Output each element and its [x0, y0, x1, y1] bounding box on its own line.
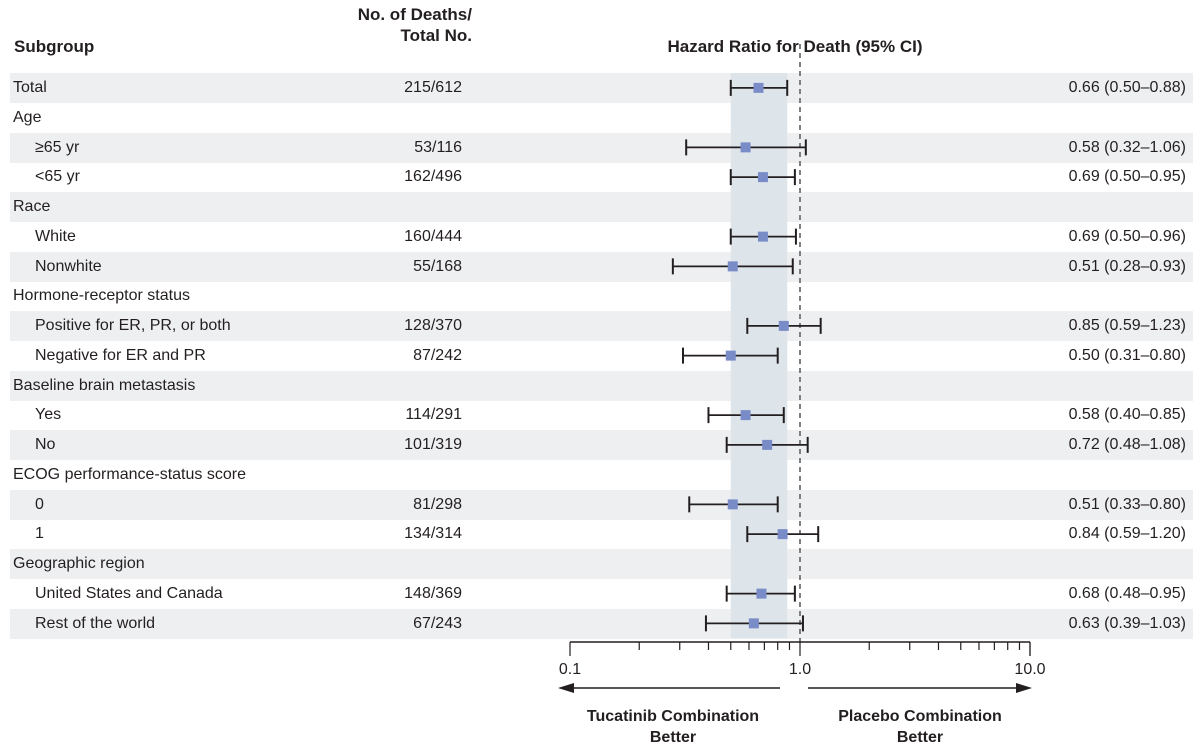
subgroup-label: Total — [13, 79, 47, 96]
subgroup-label: United States and Canada — [35, 584, 223, 602]
deaths-count: 67/243 — [413, 614, 462, 632]
table-row: Nonwhite 55/168 0.51 (0.28–0.93) — [10, 251, 1193, 282]
x-tick-label: 1.0 — [789, 661, 811, 678]
hazard-ratio-marker — [727, 261, 738, 272]
hazard-ratio-marker — [725, 350, 736, 361]
deaths-count: 87/242 — [413, 346, 462, 364]
table-row: Hormone-receptor status — [10, 281, 1193, 311]
subgroup-label: Age — [13, 108, 42, 126]
favors-tucatinib-label: Tucatinib Combination Better — [548, 706, 798, 748]
hazard-ratio-marker — [727, 499, 738, 510]
hazard-ratio-marker — [740, 410, 751, 421]
subgroup-label: Positive for ER, PR, or both — [35, 317, 231, 334]
hazard-ratio-value: 0.63 (0.39–1.03) — [1068, 614, 1186, 632]
hazard-ratio-value: 0.72 (0.48–1.08) — [1068, 436, 1186, 453]
table-row: Negative for ER and PR 87/242 0.50 (0.31–0… — [10, 341, 1193, 371]
deaths-header-line2: Total No. — [400, 26, 472, 45]
table-row: No 101/319 0.72 (0.48–1.08) — [10, 430, 1193, 460]
hazard-ratio-value: 0.66 (0.50–0.88) — [1068, 79, 1186, 96]
subgroup-label: 1 — [35, 525, 44, 543]
hazard-ratio-marker — [757, 231, 768, 242]
table-row: ECOG performance-status score — [10, 460, 1193, 490]
deaths-header-line1: No. of Deaths/ — [357, 5, 472, 24]
table-row: Positive for ER, PR, or both 128/370 0.85 … — [10, 311, 1193, 341]
deaths-count: 53/116 — [414, 138, 462, 156]
subgroup-label: No — [35, 436, 56, 453]
x-tick-label: 10.0 — [1014, 661, 1045, 678]
hazard-ratio-value: 0.58 (0.40–0.85) — [1068, 406, 1186, 424]
deaths-count: 55/168 — [413, 257, 462, 275]
table-row: Total 215/612 0.66 (0.50–0.88) — [10, 73, 1193, 103]
table-row: 1 134/314 0.84 (0.59–1.20) — [10, 519, 1193, 549]
hazard-ratio-marker — [748, 618, 759, 629]
hazard-ratio-marker — [756, 588, 767, 599]
hazard-ratio-marker — [753, 82, 764, 93]
favors-placebo-label: Placebo Combination Better — [800, 706, 1040, 748]
table-row: Age — [10, 103, 1193, 133]
x-tick-label: 0.1 — [559, 661, 581, 678]
subgroup-label: Hormone-receptor status — [13, 287, 190, 305]
favors-tucatinib-line2: Better — [649, 729, 697, 746]
favors-placebo-line2: Better — [896, 729, 944, 746]
subgroup-label: Geographic region — [13, 555, 145, 572]
hazard-ratio-header: Hazard Ratio for Death (95% CI) — [667, 37, 923, 56]
subgroup-label: Negative for ER and PR — [35, 346, 206, 364]
deaths-count: 101/319 — [404, 436, 462, 453]
deaths-count: 162/496 — [404, 168, 462, 186]
subgroup-label: Rest of the world — [35, 614, 156, 632]
favors-placebo-line1: Placebo Combination — [838, 708, 1002, 725]
subgroup-label: 0 — [35, 495, 44, 513]
table-row: Baseline brain metastasis — [10, 370, 1193, 401]
table-row: 0 81/298 0.51 (0.33–0.80) — [10, 489, 1193, 520]
deaths-count: 128/370 — [404, 317, 462, 334]
deaths-header: No. of Deaths/ Total No. — [320, 4, 472, 46]
subgroup-label: Yes — [35, 406, 62, 424]
hazard-ratio-marker — [762, 439, 773, 450]
table-row: Race — [10, 192, 1193, 222]
subgroup-label: <65 yr — [35, 168, 80, 186]
deaths-count: 148/369 — [404, 584, 462, 602]
hazard-ratio-value: 0.68 (0.48–0.95) — [1068, 584, 1186, 602]
hazard-ratio-value: 0.84 (0.59–1.20) — [1068, 525, 1186, 543]
hazard-ratio-marker — [740, 142, 751, 153]
deaths-count: 114/291 — [405, 406, 462, 424]
subgroup-label: Race — [13, 198, 51, 215]
hazard-ratio-value: 0.58 (0.32–1.06) — [1068, 138, 1186, 156]
hazard-ratio-marker — [778, 320, 789, 331]
left-arrow-head — [558, 683, 574, 693]
right-arrow-head — [1016, 683, 1032, 693]
table-row: Rest of the world 67/243 0.63 (0.39–1.03) — [10, 608, 1193, 639]
table-row: Geographic region — [10, 549, 1193, 579]
subgroup-label: ≥65 yr — [35, 138, 80, 156]
subgroup-label: Baseline brain metastasis — [13, 376, 196, 394]
table-row: White 160/444 0.69 (0.50–0.96) — [10, 222, 1193, 252]
table-row: <65 yr 162/496 0.69 (0.50–0.95) — [10, 162, 1193, 192]
hazard-ratio-value: 0.51 (0.28–0.93) — [1068, 257, 1186, 275]
deaths-count: 160/444 — [404, 227, 462, 245]
subgroup-label: White — [35, 227, 76, 245]
favors-tucatinib-line1: Tucatinib Combination — [586, 708, 760, 725]
hazard-ratio-value: 0.51 (0.33–0.80) — [1068, 495, 1186, 513]
hazard-ratio-marker — [757, 172, 768, 183]
deaths-count: 81/298 — [413, 495, 462, 513]
subgroup-label: ECOG performance-status score — [13, 465, 246, 483]
hazard-ratio-value: 0.50 (0.31–0.80) — [1068, 346, 1186, 364]
hazard-ratio-value: 0.69 (0.50–0.95) — [1068, 168, 1186, 186]
deaths-count: 134/314 — [404, 525, 462, 543]
hazard-ratio-value: 0.85 (0.59–1.23) — [1068, 317, 1186, 334]
deaths-count: 215/612 — [404, 79, 462, 96]
table-row: United States and Canada 148/369 0.68 (0.4… — [10, 579, 1193, 609]
subgroup-label: Nonwhite — [35, 257, 102, 275]
hazard-ratio-value: 0.69 (0.50–0.96) — [1068, 227, 1186, 245]
subgroup-header: Subgroup — [14, 37, 95, 56]
table-row: Yes 114/291 0.58 (0.40–0.85) — [10, 400, 1193, 430]
hazard-ratio-marker — [777, 529, 788, 540]
table-row: ≥65 yr 53/116 0.58 (0.32–1.06) — [10, 132, 1193, 163]
